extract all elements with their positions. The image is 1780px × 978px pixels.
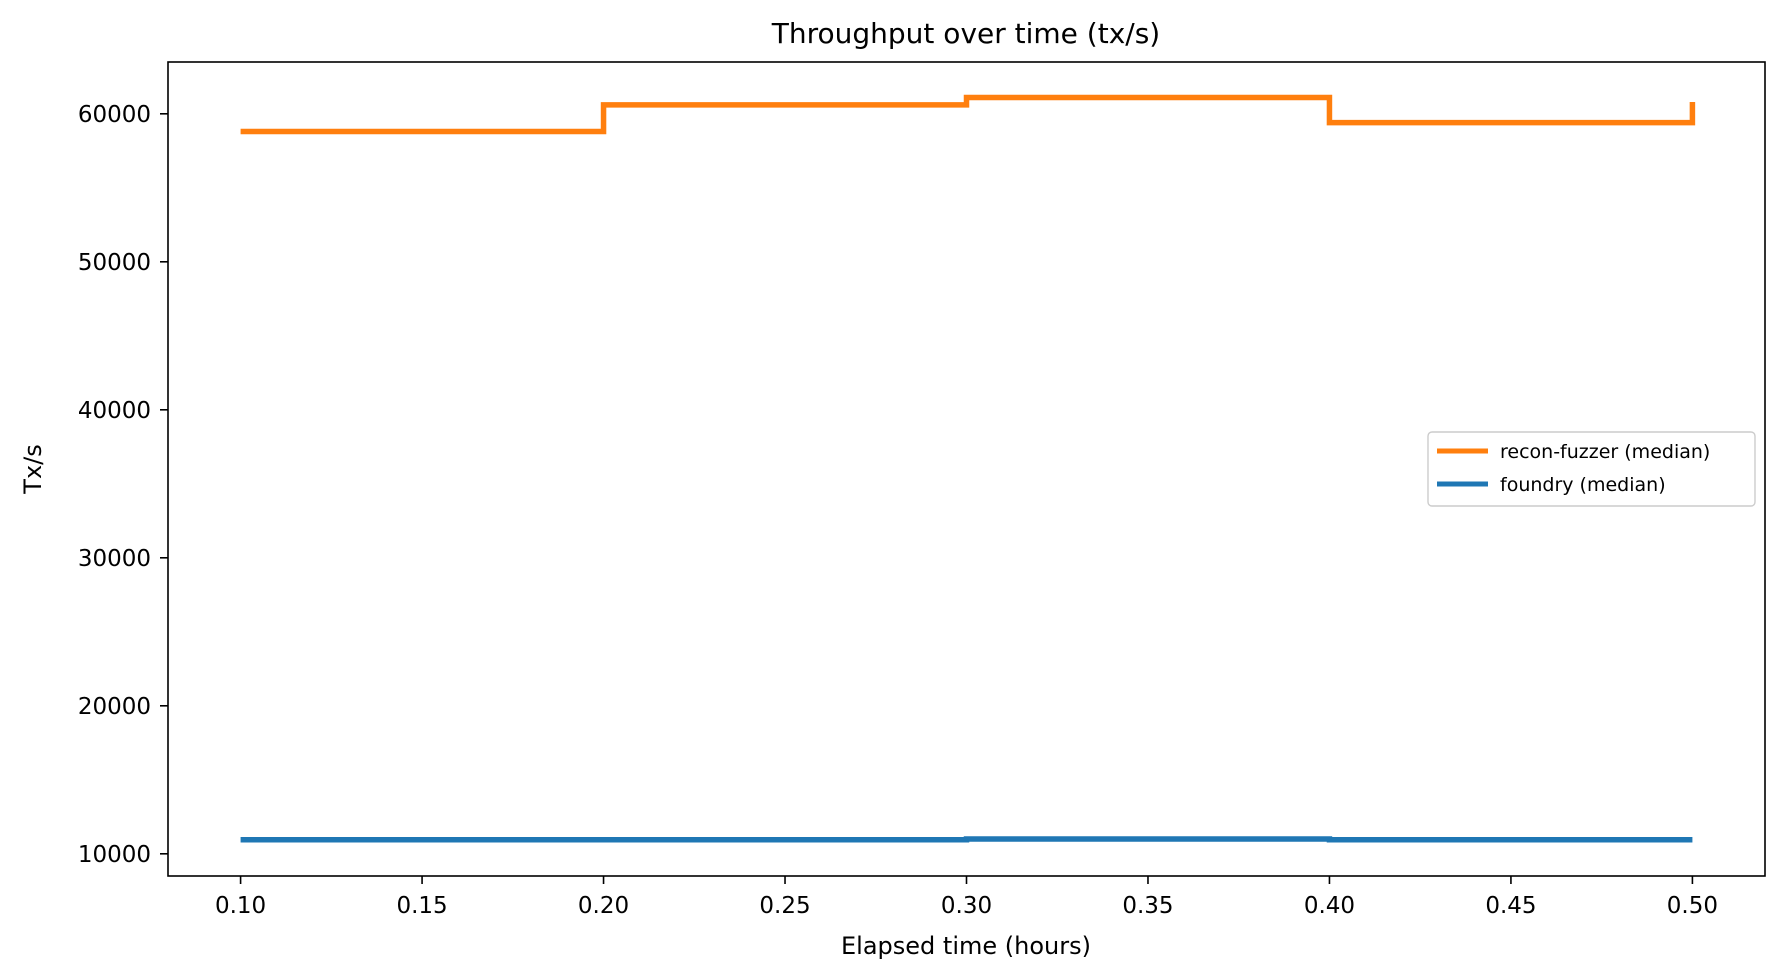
y-tick-label-5: 60000 [78,102,151,128]
x-axis: 0.10 0.15 0.20 0.25 0.30 0.35 0.40 0.45 0.50 [215,876,1718,919]
series-line-0 [240,94,1696,135]
y-tick-label-3: 40000 [78,398,151,424]
x-tick-label-0: 0.10 [215,893,266,919]
y-tick-label-2: 30000 [78,546,151,572]
x-axis-label: Elapsed time (hours) [841,932,1091,960]
chart-title: Throughput over time (tx/s) [771,17,1160,50]
legend-box [1427,431,1756,507]
x-tick-label-5: 0.35 [1122,893,1173,919]
y-tick-label-1: 20000 [78,694,151,720]
series-line-1 [240,836,1693,843]
legend-label-recon-fuzzer: recon-fuzzer (median) [1500,441,1710,463]
x-tick-label-6: 0.40 [1304,893,1355,919]
y-axis: 10000 20000 30000 40000 50000 60000 [78,102,168,868]
x-tick-label-4: 0.30 [941,893,992,919]
y-tick-label-0: 10000 [78,842,151,868]
legend-label-foundry: foundry (median) [1500,474,1666,496]
x-tick-label-8: 0.50 [1667,893,1718,919]
series-layer [240,94,1696,843]
y-tick-label-4: 50000 [78,250,151,276]
legend: recon-fuzzer (median) foundry (median) [1427,431,1756,507]
x-tick-label-3: 0.25 [759,893,810,919]
y-axis-label: Tx/s [19,444,47,494]
x-tick-label-7: 0.45 [1485,893,1536,919]
x-tick-label-1: 0.15 [396,893,447,919]
x-tick-label-2: 0.20 [578,893,629,919]
